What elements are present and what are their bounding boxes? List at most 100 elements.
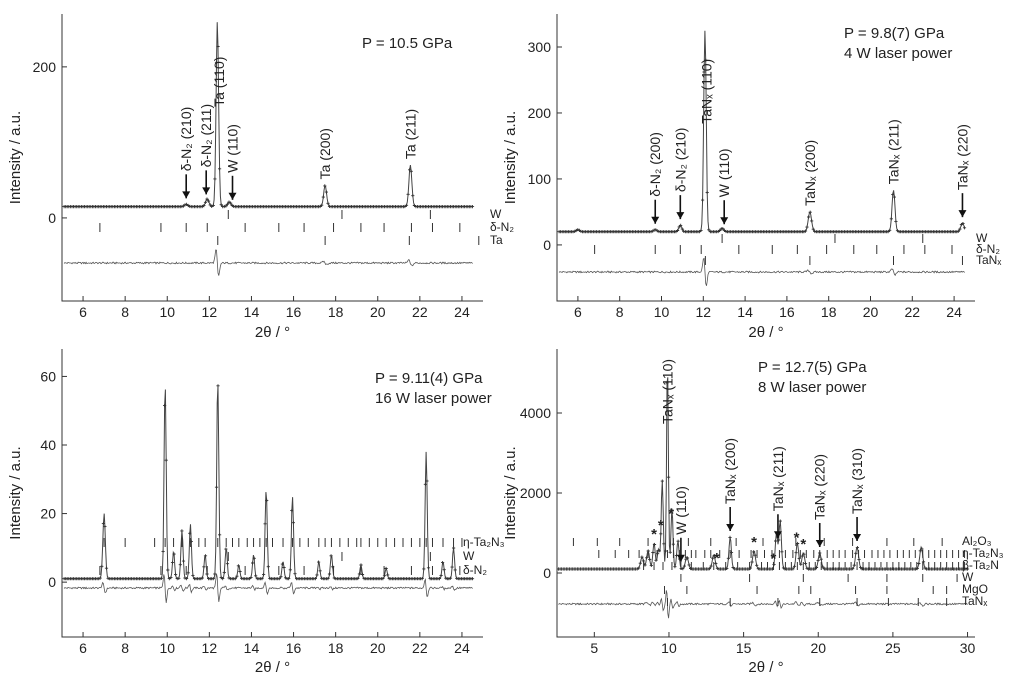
observed-point [889, 217, 893, 221]
observed-point [852, 563, 856, 567]
peak-arrowhead [853, 534, 862, 541]
difference-curve [63, 573, 473, 603]
observed-point [961, 222, 965, 226]
observed-point [803, 229, 808, 233]
x-tick-label: 8 [616, 304, 624, 320]
difference-curve [558, 590, 968, 619]
phase-tick-row [594, 245, 953, 254]
observed-point [894, 219, 898, 223]
peak-arrowhead [773, 531, 782, 539]
observed-point [711, 556, 715, 560]
y-tick-label: 0 [543, 237, 551, 253]
panel-bottom-right: 5 10 15 20 25 30 0 2000 4000 2θ / ° Intensity / a.… [502, 349, 1004, 676]
observed-point [470, 205, 475, 209]
observed-point [211, 203, 215, 207]
x-tick-label: 16 [286, 640, 302, 656]
impurity-star: * [800, 536, 806, 553]
observed-point [810, 219, 814, 223]
peak-label: TaNₓ (110) [660, 359, 676, 424]
phase-tick-row [572, 538, 943, 546]
observed-point [224, 204, 228, 208]
impurity-star: * [794, 530, 800, 547]
observed-point [958, 227, 962, 231]
observed-point [177, 576, 181, 580]
observed-point [411, 194, 415, 198]
phase-label: TaNₓ [976, 253, 1001, 267]
observed-point [287, 577, 291, 581]
observed-point [103, 525, 107, 529]
observed-point [780, 550, 784, 554]
x-tick-label: 8 [121, 640, 129, 656]
observed-point [178, 563, 182, 567]
peak-label: TaNₓ (200) [802, 140, 818, 206]
observed-point [792, 564, 797, 568]
observed-point [470, 577, 475, 581]
phase-label: Ta [490, 233, 503, 247]
observed-point [726, 556, 730, 560]
observed-point [386, 573, 390, 577]
impurity-star: * [751, 534, 757, 551]
observed-point [426, 566, 431, 570]
observed-point [404, 203, 409, 207]
observed-point [755, 563, 759, 567]
observed-point [229, 201, 233, 205]
impurity-star: * [658, 517, 664, 534]
observed-point [225, 562, 230, 566]
pressure-annotation: P = 10.5 GPa [362, 35, 453, 52]
observed-point [236, 564, 240, 568]
observed-point [266, 565, 270, 569]
observed-point [214, 60, 219, 64]
observed-point [437, 577, 442, 581]
observed-point [169, 576, 173, 580]
phase-label: δ-N₂ [976, 242, 1000, 256]
x-tick-label: 16 [779, 304, 795, 320]
observed-point [649, 563, 653, 567]
observed-point [180, 204, 184, 209]
observed-point [685, 556, 690, 560]
observed-point [704, 58, 708, 62]
observed-point [802, 230, 806, 234]
panel-top-left: 6 8 10 12 14 16 18 20 22 24 0 200 2θ / ° Intensity / … [7, 14, 514, 341]
observed-point [222, 570, 226, 574]
x-tick-label: 18 [328, 640, 344, 656]
observed-point [211, 577, 215, 581]
observed-point [799, 562, 803, 566]
observed-point [384, 566, 388, 571]
observed-point [238, 569, 242, 574]
observed-point [797, 557, 801, 561]
observed-point [811, 227, 815, 231]
observed-point [707, 567, 712, 571]
observed-point [221, 577, 225, 581]
observed-point [213, 177, 217, 181]
observed-point [891, 192, 895, 196]
observed-point [282, 565, 286, 570]
observed-point [222, 204, 226, 209]
observed-point [442, 568, 446, 572]
axes-frame [61, 14, 483, 302]
observed-point [170, 561, 175, 565]
observed-point [318, 569, 322, 573]
x-tick-label: 6 [574, 304, 582, 320]
peak-arrowhead [676, 554, 685, 562]
observed-point [218, 167, 222, 171]
observed-point [663, 549, 668, 553]
phase-label: MgO [962, 582, 988, 596]
observed-point [203, 200, 208, 204]
x-tick-label: 18 [821, 304, 837, 320]
x-tick-label: 30 [960, 640, 976, 656]
observed-point [774, 539, 778, 543]
observed-point [721, 227, 725, 231]
observed-point [670, 508, 674, 512]
observed-point [218, 533, 222, 537]
y-axis-label: Intensity / a.u. [7, 446, 24, 539]
peak-arrowhead [815, 540, 824, 547]
observed-point [816, 558, 820, 562]
difference-curve [558, 257, 965, 286]
observed-point [101, 522, 105, 526]
x-tick-label: 20 [370, 304, 386, 320]
observed-point [657, 549, 661, 553]
observed-point [214, 485, 219, 489]
observed-points [62, 384, 475, 581]
observed-point [705, 190, 709, 194]
